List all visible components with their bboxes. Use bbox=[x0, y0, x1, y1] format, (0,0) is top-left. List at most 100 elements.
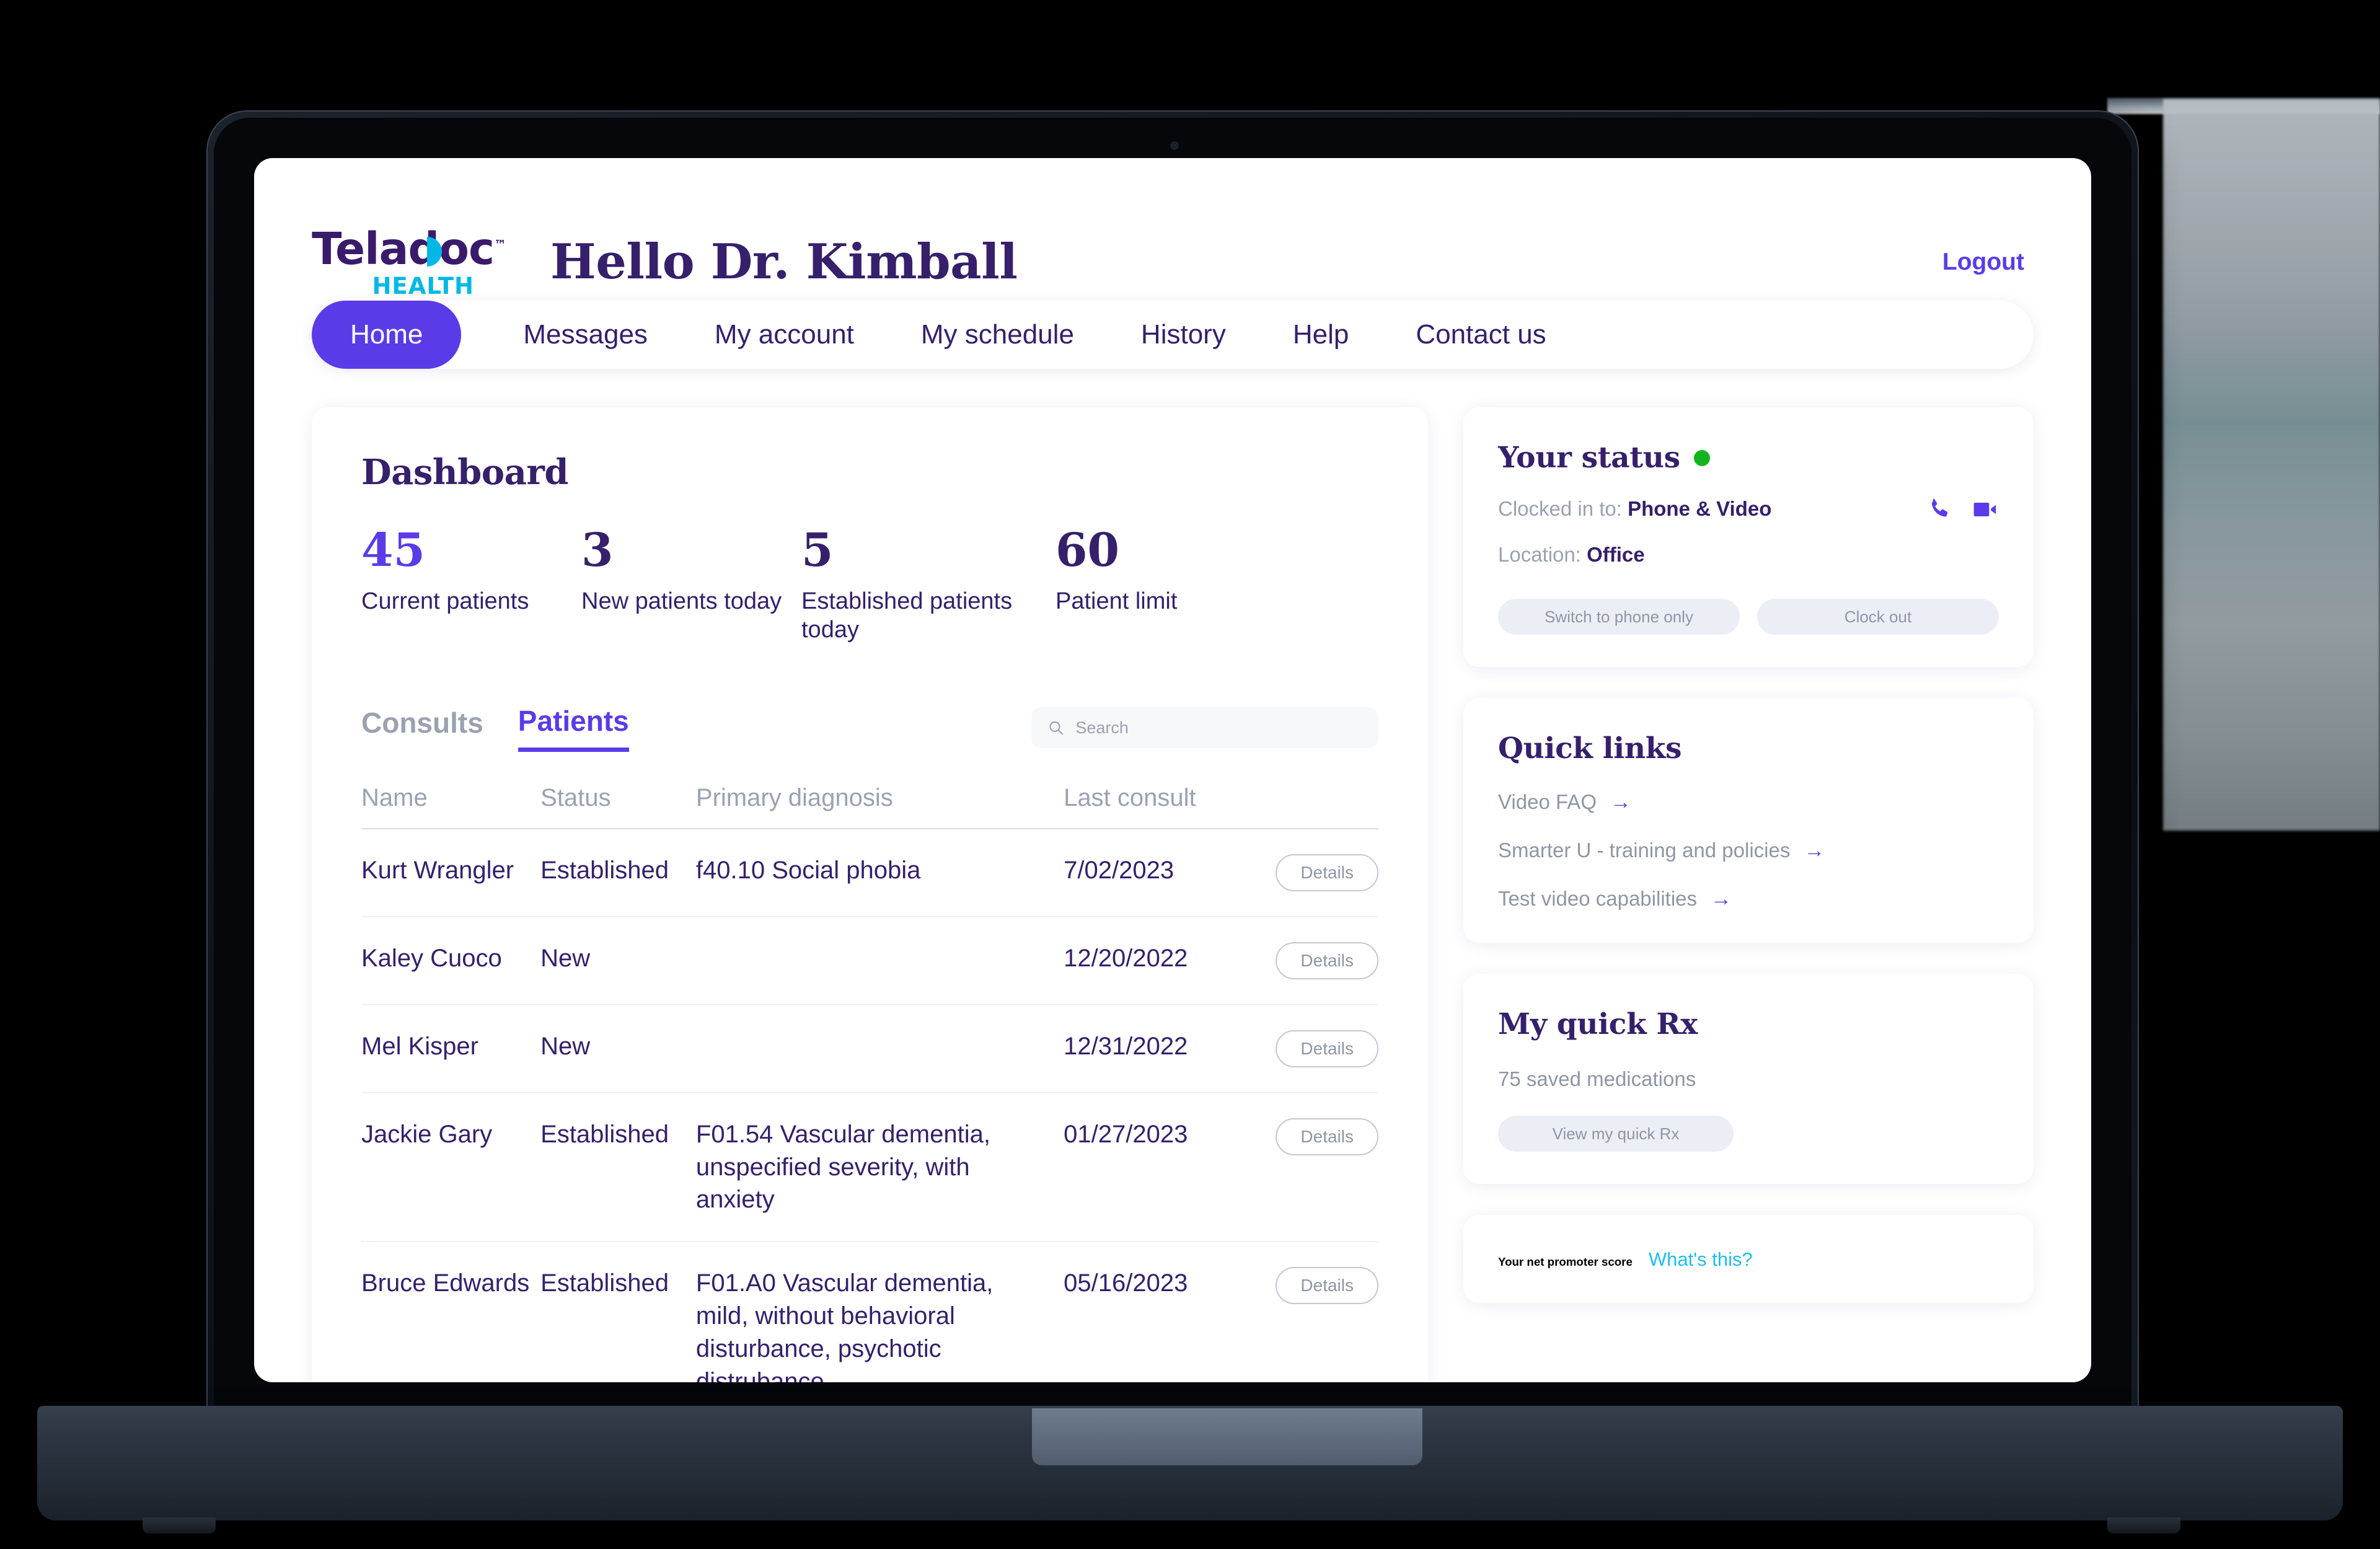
quick-link-label: Smarter U - training and policies bbox=[1498, 839, 1791, 862]
arrow-right-icon: → bbox=[1610, 790, 1631, 814]
table-row: Bruce Edwards Established F01.A0 Vascular … bbox=[361, 1242, 1378, 1382]
switch-to-phone-only-button[interactable]: Switch to phone only bbox=[1498, 599, 1740, 635]
quick-link-label: Test video capabilities bbox=[1498, 887, 1698, 910]
table-row: Kurt Wrangler Established f40.10 Social ph… bbox=[361, 828, 1378, 917]
clock-out-button[interactable]: Clock out bbox=[1757, 599, 1999, 635]
online-status-dot-icon bbox=[1693, 449, 1710, 466]
status-actions: Switch to phone only Clock out bbox=[1498, 599, 1999, 635]
quick-link-label: Video FAQ bbox=[1498, 790, 1597, 813]
patient-status: Established bbox=[540, 1269, 669, 1297]
view-quick-rx-button[interactable]: View my quick Rx bbox=[1498, 1116, 1734, 1152]
location-label: Location: bbox=[1498, 543, 1581, 566]
quick-link-item[interactable]: Test video capabilities → bbox=[1498, 887, 1999, 911]
stats-row: 45 Current patients 3 New patients today 5 Es… bbox=[361, 527, 1378, 645]
logo-word-text: Teladoc bbox=[312, 223, 495, 275]
phone-icon[interactable] bbox=[1926, 496, 1953, 523]
quick-link-item[interactable]: Smarter U - training and policies → bbox=[1498, 839, 1999, 862]
status-details: Clocked in to: Phone & Video Location: O… bbox=[1498, 475, 1999, 567]
nav-item-contact-us[interactable]: Contact us bbox=[1416, 319, 1546, 350]
teladoc-dashboard-page: Teladoc™ HEALTH Hello Dr. Kimball Logout… bbox=[254, 158, 2091, 1382]
teladoc-logo[interactable]: Teladoc™ HEALTH bbox=[312, 224, 506, 299]
nav-item-my-schedule[interactable]: My schedule bbox=[920, 319, 1074, 350]
stat-label: Established patients today bbox=[801, 588, 1013, 643]
status-panel: Your status Clocked in to: Phone & Video… bbox=[1463, 407, 2034, 667]
nav-item-my-account[interactable]: My account bbox=[714, 319, 854, 350]
search-box[interactable] bbox=[1031, 707, 1378, 749]
search-input[interactable] bbox=[1075, 718, 1362, 738]
details-button[interactable]: Details bbox=[1276, 1118, 1378, 1155]
patient-name: Kaley Cuoco bbox=[361, 916, 541, 1005]
patient-name: Mel Kisper bbox=[361, 1004, 541, 1093]
patient-last-consult: 12/31/2022 bbox=[1064, 1004, 1257, 1093]
quick-links-title: Quick links bbox=[1498, 731, 1682, 766]
quick-links-panel: Quick links Video FAQ → Smarter U - traini… bbox=[1463, 698, 2034, 943]
saved-medications-count: 75 saved medications bbox=[1498, 1067, 1696, 1090]
dashboard-card: Dashboard 45 Current patients 3 New patient… bbox=[312, 407, 1428, 1382]
quick-links-list: Video FAQ → Smarter U - training and polic… bbox=[1498, 790, 1999, 911]
logout-button[interactable]: Logout bbox=[1942, 248, 2024, 275]
quick-rx-panel: My quick Rx 75 saved medications View my… bbox=[1463, 974, 2034, 1184]
stat-label: Patient limit bbox=[1056, 588, 1178, 614]
arrow-right-icon: → bbox=[1804, 839, 1825, 862]
patient-status: Established bbox=[540, 828, 696, 917]
status-panel-header: Your status bbox=[1498, 441, 1999, 475]
stat-label: Current patients bbox=[361, 588, 529, 614]
logo-wordmark: Teladoc™ bbox=[312, 227, 506, 271]
sidebar: Your status Clocked in to: Phone & Video… bbox=[1463, 407, 2034, 1303]
patient-status: New bbox=[540, 1004, 696, 1093]
table-header-row: Name Status Primary diagnosis Last consu… bbox=[361, 783, 1378, 829]
details-button[interactable]: Details bbox=[1276, 1267, 1378, 1305]
patients-table: Name Status Primary diagnosis Last consu… bbox=[361, 783, 1378, 1382]
page-body: Dashboard 45 Current patients 3 New patient… bbox=[254, 369, 2091, 1382]
page-header: Teladoc™ HEALTH Hello Dr. Kimball Logout bbox=[254, 158, 2091, 301]
stat-card: 5 Established patients today bbox=[801, 527, 1056, 645]
stat-value: 45 bbox=[361, 524, 425, 577]
arrow-right-icon: → bbox=[1711, 887, 1732, 911]
location-value: Office bbox=[1587, 543, 1645, 566]
row-actions: Details bbox=[1256, 1092, 1378, 1243]
patients-table-head: Name Status Primary diagnosis Last consu… bbox=[361, 783, 1378, 829]
table-row: Mel Kisper New 12/31/2022 Details bbox=[361, 1004, 1378, 1093]
stat-value: 5 bbox=[801, 524, 834, 577]
logo-trademark: ™ bbox=[494, 237, 506, 252]
nav-item-home[interactable]: Home bbox=[312, 301, 462, 369]
nps-whats-this-link[interactable]: What's this? bbox=[1648, 1248, 1753, 1270]
tab-consults[interactable]: Consults bbox=[361, 707, 483, 739]
details-button[interactable]: Details bbox=[1276, 942, 1378, 979]
main-nav: Home Messages My account My schedule History… bbox=[312, 301, 2034, 369]
patient-diagnosis: F01.A0 Vascular dementia, mild, without … bbox=[695, 1269, 994, 1382]
video-icon[interactable] bbox=[1972, 496, 1999, 523]
webcam-icon bbox=[1170, 141, 1179, 150]
clocked-in-label: Clocked in to: bbox=[1498, 497, 1622, 520]
quick-link-item[interactable]: Video FAQ → bbox=[1498, 790, 1999, 814]
stat-card: 3 New patients today bbox=[581, 527, 801, 645]
column-header-diagnosis: Primary diagnosis bbox=[695, 783, 1064, 829]
patient-name: Bruce Edwards bbox=[361, 1269, 530, 1297]
quick-rx-header: My quick Rx bbox=[1498, 1007, 1999, 1041]
clocked-in-line: Clocked in to: Phone & Video bbox=[1498, 497, 1771, 521]
patient-diagnosis bbox=[695, 1004, 1064, 1093]
patient-last-consult: 12/20/2022 bbox=[1064, 916, 1257, 1005]
quick-rx-title: My quick Rx bbox=[1498, 1007, 1698, 1041]
stat-card: 60 Patient limit bbox=[1056, 527, 1276, 645]
details-button[interactable]: Details bbox=[1276, 854, 1378, 891]
nav-item-help[interactable]: Help bbox=[1292, 319, 1349, 350]
patient-status: New bbox=[540, 916, 696, 1005]
laptop-foot-left bbox=[143, 1517, 216, 1534]
clocked-in-value: Phone & Video bbox=[1628, 497, 1772, 520]
nav-item-messages[interactable]: Messages bbox=[523, 319, 648, 350]
row-actions: Details bbox=[1256, 828, 1378, 917]
patient-diagnosis: F01.54 Vascular dementia, unspecified se… bbox=[695, 1092, 1064, 1243]
nav-item-history[interactable]: History bbox=[1140, 319, 1226, 350]
quick-links-header: Quick links bbox=[1498, 731, 1999, 766]
tab-patients[interactable]: Patients bbox=[518, 704, 629, 752]
net-promoter-score-panel: Your net promoter score What's this? bbox=[1463, 1215, 2034, 1303]
details-button[interactable]: Details bbox=[1276, 1030, 1378, 1067]
background-glare-right bbox=[2163, 99, 2380, 831]
column-header-actions bbox=[1256, 783, 1378, 829]
stat-label: New patients today bbox=[581, 588, 782, 614]
patient-last-consult: 01/27/2023 bbox=[1064, 1092, 1257, 1243]
tab-row: Consults Patients bbox=[361, 704, 1378, 752]
location-line: Location: Office bbox=[1498, 543, 1771, 567]
patient-name: Kurt Wrangler bbox=[361, 828, 541, 917]
